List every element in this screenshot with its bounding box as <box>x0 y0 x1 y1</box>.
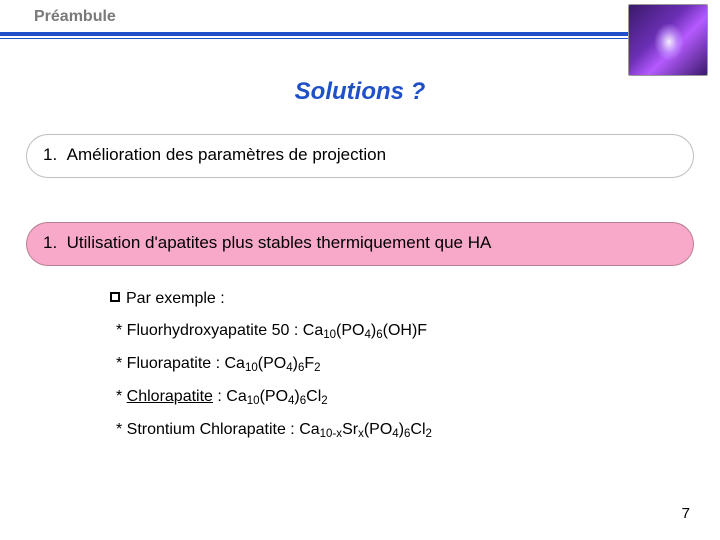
examples-lead-text: Par exemple : <box>126 290 225 307</box>
decorative-knee-image <box>628 4 708 76</box>
page-number: 7 <box>682 505 690 522</box>
header-rule-thin <box>0 38 630 39</box>
point-2-number: 1. <box>43 233 57 252</box>
example-item: * Fluorapatite : Ca10(PO4)6F2 <box>110 349 720 380</box>
section-label: Préambule <box>0 0 720 26</box>
header-rule-thick <box>0 32 630 36</box>
point-box-2: 1. Utilisation d'apatites plus stables t… <box>26 222 694 266</box>
point-1-text: Amélioration des paramètres de projectio… <box>67 145 386 164</box>
example-item: * Chlorapatite : Ca10(PO4)6Cl2 <box>110 382 720 413</box>
point-box-1: 1. Amélioration des paramètres de projec… <box>26 134 694 178</box>
examples-lead: Par exemple : <box>110 284 720 314</box>
point-1-number: 1. <box>43 145 57 164</box>
point-2-text: Utilisation d'apatites plus stables ther… <box>67 233 492 252</box>
example-item: * Fluorhydroxyapatite 50 : Ca10(PO4)6(OH… <box>110 316 720 347</box>
square-bullet-icon <box>110 292 120 302</box>
slide-title: Solutions ? <box>0 78 720 106</box>
examples-block: Par exemple : * Fluorhydroxyapatite 50 :… <box>110 284 720 445</box>
example-item: * Strontium Chlorapatite : Ca10-xSrx(PO4… <box>110 415 720 446</box>
slide-header: Préambule <box>0 0 720 50</box>
